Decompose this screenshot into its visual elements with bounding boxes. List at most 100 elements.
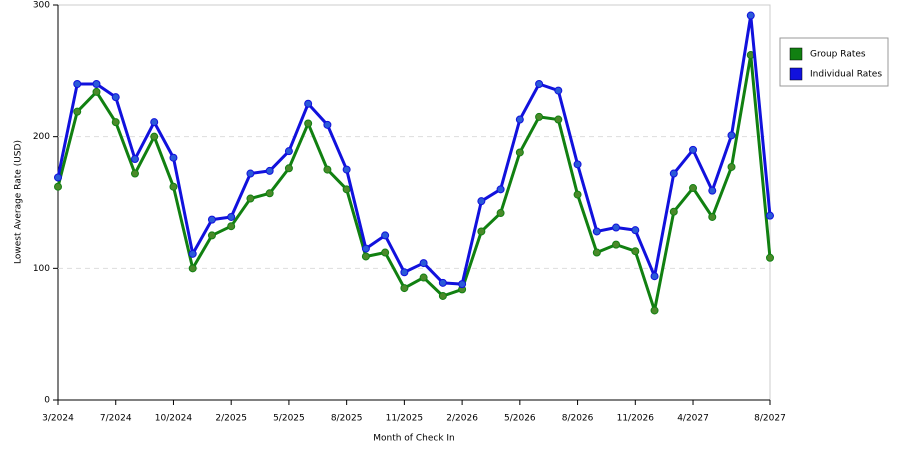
data-point (246, 169, 255, 178)
data-point (535, 80, 544, 88)
data-point (631, 247, 640, 256)
data-point (535, 112, 544, 121)
x-tick-label: 11/2026 (617, 414, 655, 424)
data-point (227, 212, 236, 221)
data-point (766, 211, 774, 220)
data-point (54, 182, 62, 191)
data-point (111, 118, 120, 127)
data-point (150, 132, 159, 141)
data-point (689, 184, 698, 193)
data-point (92, 80, 101, 88)
data-point (438, 291, 447, 300)
data-point (265, 166, 274, 175)
data-point (515, 148, 524, 157)
data-point (304, 119, 313, 128)
data-point (188, 249, 197, 258)
data-point (130, 155, 139, 164)
data-point (169, 182, 178, 191)
x-tick-label: 3/2024 (42, 414, 74, 424)
data-point (592, 248, 601, 257)
y-tick-label: 100 (33, 264, 50, 274)
data-point (304, 99, 313, 108)
data-point (54, 173, 62, 182)
data-point (111, 93, 120, 102)
data-point (400, 268, 409, 277)
data-point (669, 169, 678, 178)
y-tick-label: 300 (33, 1, 50, 11)
data-point (92, 87, 101, 96)
data-point (284, 164, 293, 173)
series-line (56, 14, 772, 286)
data-point (246, 194, 255, 203)
data-point (612, 240, 621, 249)
data-point (227, 222, 236, 231)
data-point (650, 306, 659, 315)
data-point (727, 162, 736, 171)
x-tick-label: 8/2027 (754, 414, 786, 424)
data-point (265, 189, 274, 198)
x-tick-label: 11/2025 (386, 414, 423, 424)
y-tick-label: 200 (33, 132, 50, 142)
x-tick-label: 5/2025 (273, 414, 305, 424)
data-point (708, 186, 717, 195)
x-tick-label: 8/2025 (331, 414, 363, 424)
data-point (458, 280, 467, 289)
data-point (573, 160, 582, 169)
data-point (419, 273, 428, 282)
x-tick-label: 5/2026 (504, 414, 536, 424)
data-point (612, 223, 621, 232)
data-point (188, 264, 197, 273)
data-point (708, 212, 717, 221)
data-point (342, 185, 351, 194)
data-point (207, 215, 216, 224)
y-tick-label: 0 (44, 396, 50, 406)
data-point (361, 252, 370, 261)
data-point (477, 227, 486, 236)
data-point (150, 118, 159, 127)
data-point (573, 190, 582, 199)
data-point (323, 120, 332, 129)
data-point (592, 227, 601, 236)
data-point (669, 207, 678, 216)
data-point (496, 185, 505, 194)
data-point (477, 197, 486, 206)
data-point (419, 259, 428, 268)
data-point (130, 169, 139, 178)
data-point (631, 226, 640, 235)
data-point (727, 131, 736, 140)
legend-label: Individual Rates (810, 70, 882, 80)
x-axis-label: Month of Check In (373, 434, 455, 444)
data-point (554, 86, 563, 95)
data-point (169, 153, 178, 162)
series-line (56, 53, 772, 312)
x-tick-label: 10/2024 (155, 414, 193, 424)
data-point (746, 11, 755, 20)
legend-swatch (789, 67, 803, 81)
data-point (438, 278, 447, 287)
data-point (650, 272, 659, 281)
data-point (284, 147, 293, 156)
data-point (73, 107, 82, 116)
x-tick-label: 4/2027 (677, 414, 709, 424)
data-point (554, 115, 563, 124)
x-tick-label: 7/2024 (100, 414, 132, 424)
data-point (496, 209, 505, 218)
data-point (381, 231, 390, 240)
x-tick-label: 8/2026 (562, 414, 594, 424)
x-tick-label: 2/2025 (215, 414, 247, 424)
plot-frame (57, 4, 771, 401)
data-point (515, 115, 524, 124)
data-point (766, 253, 774, 262)
data-point (207, 231, 216, 240)
data-point (323, 165, 332, 174)
legend-label: Group Rates (810, 50, 866, 60)
data-point (689, 145, 698, 154)
data-point (361, 244, 370, 253)
data-point (381, 248, 390, 257)
data-point (342, 165, 351, 174)
y-axis-label: Lowest Average Rate (USD) (14, 140, 24, 264)
data-point (73, 80, 82, 88)
legend-swatch (789, 47, 803, 61)
x-tick-label: 2/2026 (446, 414, 478, 424)
